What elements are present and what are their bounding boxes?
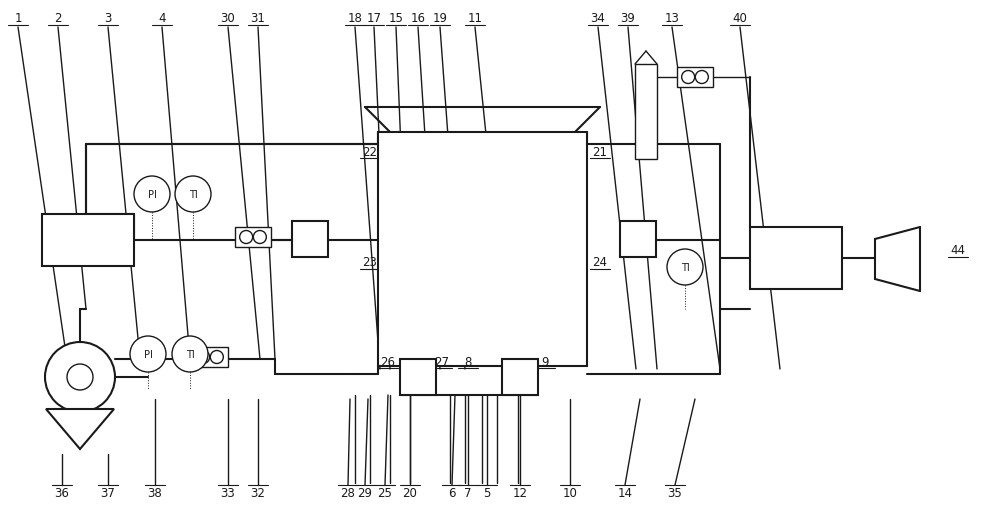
Text: 2: 2: [54, 12, 62, 24]
Text: 10: 10: [563, 487, 577, 499]
Text: 35: 35: [668, 487, 682, 499]
Circle shape: [67, 364, 93, 390]
Bar: [378, 133, 587, 366]
Bar: [620, 221, 656, 258]
Text: 9: 9: [541, 355, 549, 368]
Text: 26: 26: [381, 355, 396, 368]
Bar: [42, 215, 134, 267]
Circle shape: [130, 336, 166, 372]
Text: 29: 29: [358, 487, 373, 499]
Text: 6: 6: [448, 487, 456, 499]
Text: 25: 25: [378, 487, 392, 499]
Text: 22: 22: [363, 145, 378, 158]
Text: 7: 7: [464, 487, 472, 499]
Text: 18: 18: [348, 12, 362, 24]
Bar: [400, 148, 565, 238]
Bar: [380, 296, 390, 313]
Circle shape: [381, 189, 389, 196]
Circle shape: [240, 231, 253, 244]
Text: 12: 12: [512, 487, 528, 499]
Bar: [235, 228, 271, 247]
Text: 16: 16: [411, 12, 426, 24]
Text: 37: 37: [101, 487, 115, 499]
Text: 27: 27: [435, 355, 450, 368]
Text: 40: 40: [733, 12, 747, 24]
Circle shape: [253, 231, 266, 244]
Circle shape: [172, 336, 208, 372]
Text: 34: 34: [591, 12, 605, 24]
Text: 21: 21: [592, 145, 608, 158]
Bar: [292, 221, 328, 258]
Text: 20: 20: [403, 487, 417, 499]
Text: 11: 11: [468, 12, 482, 24]
Bar: [677, 68, 713, 88]
Text: 30: 30: [221, 12, 235, 24]
Text: 5: 5: [483, 487, 491, 499]
Circle shape: [695, 71, 708, 84]
Bar: [750, 228, 842, 290]
Text: 13: 13: [665, 12, 679, 24]
Text: 31: 31: [251, 12, 265, 24]
Text: 32: 32: [251, 487, 265, 499]
Bar: [635, 65, 657, 160]
Circle shape: [682, 71, 695, 84]
Text: 28: 28: [341, 487, 355, 499]
Text: 17: 17: [367, 12, 382, 24]
Circle shape: [197, 351, 210, 364]
Text: 14: 14: [618, 487, 633, 499]
Circle shape: [576, 189, 584, 196]
Circle shape: [210, 351, 223, 364]
Polygon shape: [46, 409, 114, 449]
Text: PI: PI: [144, 349, 152, 359]
Bar: [192, 347, 228, 367]
Text: 36: 36: [55, 487, 69, 499]
Text: 23: 23: [363, 256, 377, 269]
Circle shape: [175, 177, 211, 213]
Bar: [390, 143, 575, 242]
Text: TI: TI: [189, 190, 197, 200]
Text: TI: TI: [186, 349, 194, 359]
Text: 33: 33: [221, 487, 235, 499]
Text: 3: 3: [104, 12, 112, 24]
Circle shape: [45, 343, 115, 412]
Text: PI: PI: [148, 190, 156, 200]
Text: 38: 38: [148, 487, 162, 499]
Bar: [400, 359, 436, 395]
Text: 4: 4: [158, 12, 166, 24]
Bar: [380, 185, 390, 201]
Circle shape: [134, 177, 170, 213]
Text: 24: 24: [592, 256, 608, 269]
Text: 44: 44: [950, 243, 965, 256]
Text: 1: 1: [14, 12, 22, 24]
Bar: [502, 359, 538, 395]
Bar: [575, 296, 585, 313]
Text: 19: 19: [433, 12, 448, 24]
Circle shape: [576, 300, 584, 308]
Circle shape: [381, 300, 389, 308]
Circle shape: [667, 249, 703, 286]
Bar: [575, 185, 585, 201]
Text: 15: 15: [389, 12, 403, 24]
Text: 8: 8: [464, 355, 472, 368]
Bar: [390, 254, 575, 354]
Text: 39: 39: [621, 12, 635, 24]
Text: TI: TI: [681, 263, 689, 272]
Bar: [400, 260, 565, 349]
